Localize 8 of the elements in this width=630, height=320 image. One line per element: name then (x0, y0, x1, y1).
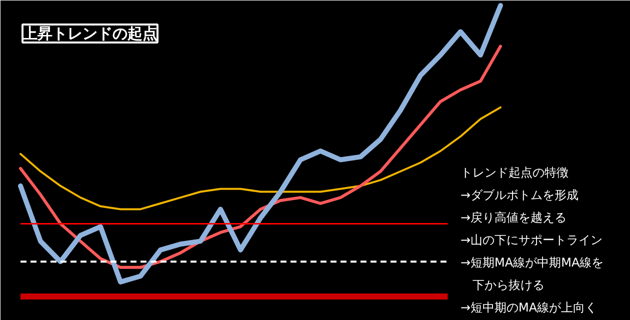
annotation: →ダブルボトムを形成 (460, 188, 579, 202)
text: →短中期のMA線が上向く (460, 300, 598, 314)
annotation: →短期MA線が中期MA線を (460, 256, 604, 270)
annotation: →山の下にサポートライン (460, 233, 603, 247)
annotation: 下から抜ける (460, 278, 544, 292)
text: 上昇トレンドの起点 (22, 24, 158, 42)
annotation: →戻り高値を越える (460, 210, 567, 224)
annotation: トレンド起点の特徴 (460, 166, 568, 180)
